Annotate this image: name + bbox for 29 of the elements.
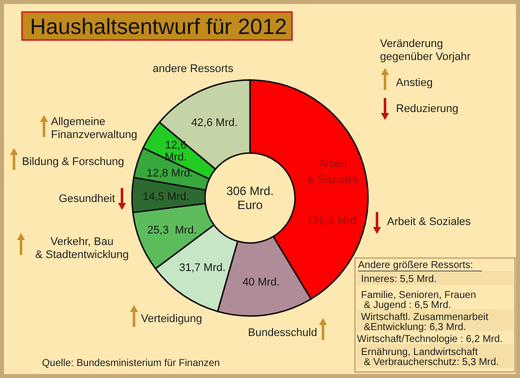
data-label: 126,6 Mrd.: [306, 215, 360, 227]
data-label: 12,6 Mrd.: [164, 140, 187, 164]
text: 306 Mrd. Euro: [226, 184, 274, 212]
text: Familie, Senioren, Frauen & Jugend : 6,5 Mrd.: [361, 290, 476, 311]
text: Anstieg: [396, 77, 433, 89]
data-label: 25,3 Mrd.: [147, 224, 197, 236]
slice-label: Bundesschuld: [248, 327, 318, 339]
text: Arbeit & Soziales: [307, 158, 360, 186]
text: Reduzierung: [396, 103, 458, 115]
text: Andere größere Ressorts:: [358, 260, 474, 271]
chart-title: Haushaltsentwurf für 2012: [30, 14, 287, 39]
source-note: Quelle: Bundesministerium für Finanzen: [42, 358, 220, 369]
data-label: 14,5 Mrd.: [142, 190, 190, 203]
slice-label: Allgemeine Finanzverwaltung: [51, 116, 138, 141]
slice-label: Verteidigung: [141, 313, 202, 325]
slice-label: Gesundheit: [58, 193, 115, 205]
slice-label: Arbeit & Soziales: [387, 216, 472, 228]
text: Veränderung gegenüber Vorjahr: [380, 38, 471, 63]
text: Wirtschaft/Technologie : 6,2 Mrd.: [357, 334, 503, 345]
data-label: 40 Mrd.: [242, 276, 280, 288]
text: Inneres: 5,5 Mrd.: [361, 274, 437, 285]
slice-label: Verkehr, Bau & Stadtentwicklung: [35, 236, 129, 261]
data-label: 31,7 Mrd.: [179, 262, 226, 274]
text: Wirtschaftl. Zusammenarbeit &Entwicklung: 6,3 Mrd.: [361, 312, 488, 333]
data-label: 42,6 Mrd.: [191, 116, 238, 129]
text: Ernährung, Landwirtschaft & Verbraucherschutz: 5,3 Mrd.: [361, 347, 499, 368]
slice-label: andere Ressorts: [152, 63, 234, 75]
slice-label: Bildung & Forschung: [22, 156, 124, 168]
data-label: 12,8 Mrd.: [146, 168, 194, 180]
